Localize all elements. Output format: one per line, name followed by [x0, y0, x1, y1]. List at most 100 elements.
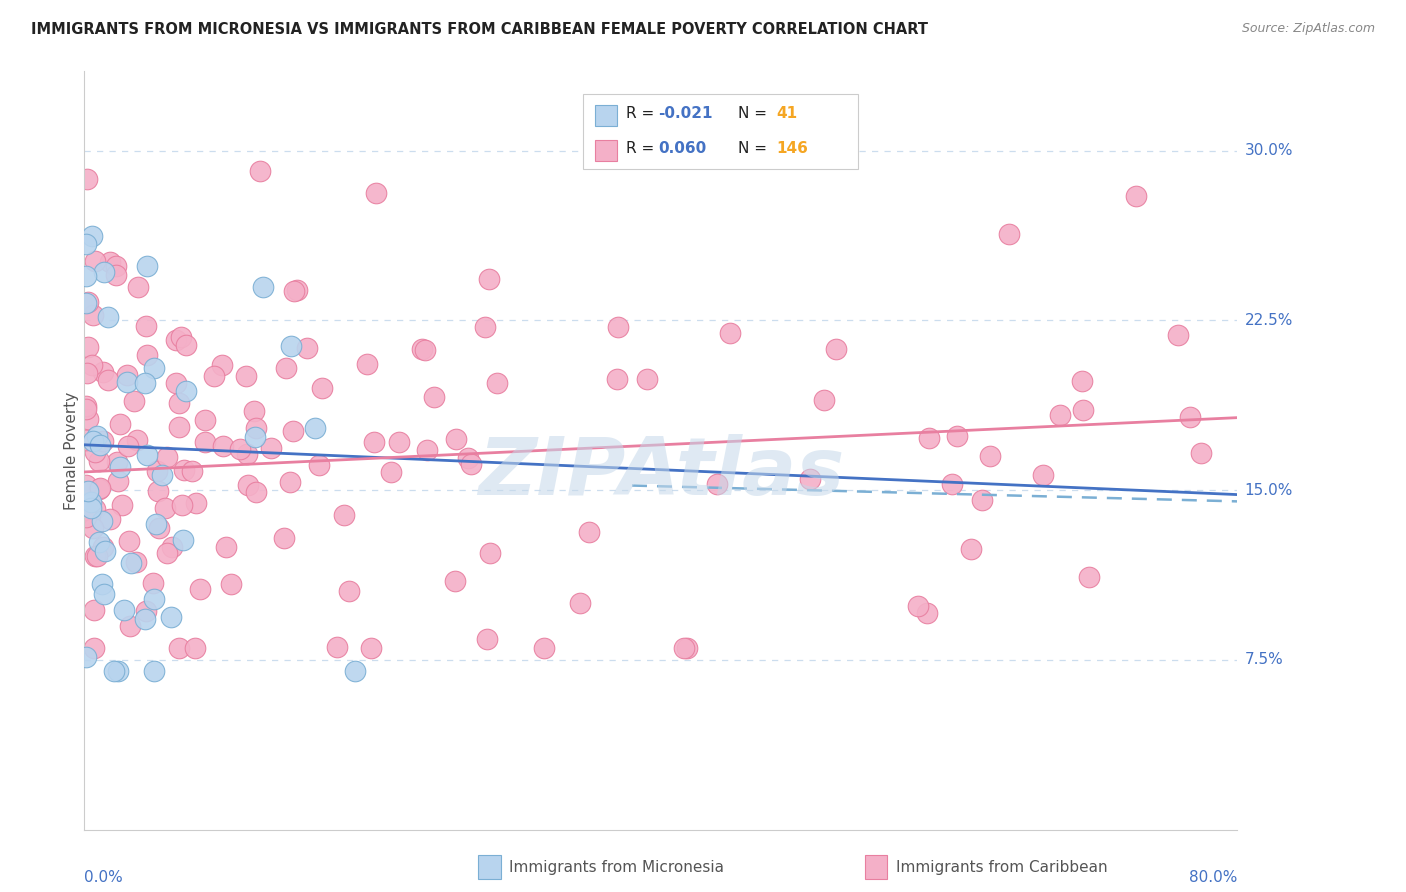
Point: [479, 545, 502, 559]
Point: [82, 434, 104, 449]
Text: 0.0%: 0.0%: [84, 871, 124, 885]
Point: [156, 450, 179, 464]
Point: [75, 296, 97, 310]
Point: [160, 609, 183, 624]
Text: N =: N =: [738, 106, 768, 120]
Point: [607, 320, 630, 334]
Point: [249, 164, 271, 178]
Point: [75, 503, 97, 517]
Point: [413, 343, 436, 357]
Point: [77, 483, 100, 498]
Point: [718, 326, 741, 340]
Point: [813, 392, 835, 407]
Point: [181, 464, 204, 478]
Point: [356, 358, 378, 372]
Point: [117, 439, 139, 453]
Point: [706, 477, 728, 491]
Point: [136, 348, 159, 362]
Point: [82, 229, 104, 244]
Point: [1189, 445, 1212, 459]
Point: [94, 544, 117, 558]
Point: [135, 319, 157, 334]
Point: [104, 259, 127, 273]
Point: [91, 364, 114, 378]
Point: [215, 540, 238, 554]
Point: [219, 577, 242, 591]
Point: [235, 369, 257, 384]
Point: [941, 477, 963, 491]
Point: [1125, 189, 1147, 203]
Point: [533, 641, 555, 656]
Point: [825, 342, 848, 356]
Point: [143, 664, 166, 678]
Text: 30.0%: 30.0%: [1244, 143, 1294, 158]
Point: [252, 280, 274, 294]
Point: [76, 366, 98, 380]
Point: [907, 599, 929, 613]
Point: [82, 521, 104, 535]
Point: [979, 449, 1001, 463]
Point: [477, 632, 499, 646]
Point: [87, 453, 110, 467]
Text: R =: R =: [626, 106, 659, 120]
Point: [173, 462, 195, 476]
Point: [333, 508, 356, 523]
Text: N =: N =: [738, 142, 768, 156]
Point: [276, 360, 298, 375]
Point: [165, 333, 187, 347]
Point: [281, 424, 304, 438]
Point: [474, 319, 496, 334]
Text: 22.5%: 22.5%: [1244, 313, 1294, 328]
Text: 15.0%: 15.0%: [1244, 483, 1294, 498]
Point: [97, 373, 120, 387]
Point: [150, 468, 173, 483]
Point: [364, 186, 387, 201]
Point: [83, 603, 105, 617]
Point: [75, 402, 97, 417]
Point: [280, 339, 302, 353]
Text: 41: 41: [776, 106, 797, 120]
Point: [443, 574, 465, 588]
Point: [172, 533, 194, 547]
Point: [75, 433, 97, 447]
Point: [259, 441, 281, 455]
Point: [673, 641, 696, 656]
Point: [115, 368, 138, 382]
Text: Immigrants from Micronesia: Immigrants from Micronesia: [509, 860, 724, 874]
Point: [75, 649, 97, 664]
Point: [91, 540, 114, 554]
Point: [278, 475, 301, 490]
Point: [91, 577, 114, 591]
Point: [970, 493, 993, 508]
Point: [156, 546, 179, 560]
Point: [82, 358, 104, 372]
Point: [84, 502, 107, 516]
Point: [1070, 375, 1092, 389]
Point: [122, 393, 145, 408]
Point: [146, 464, 169, 478]
Point: [75, 510, 97, 524]
Point: [145, 516, 167, 531]
Point: [326, 640, 349, 655]
Point: [75, 236, 97, 251]
Point: [86, 429, 108, 443]
Point: [77, 412, 100, 426]
Point: [91, 514, 114, 528]
Point: [165, 376, 187, 391]
Text: Immigrants from Caribbean: Immigrants from Caribbean: [896, 860, 1108, 874]
Point: [76, 172, 98, 186]
Point: [80, 500, 103, 515]
Point: [107, 664, 129, 678]
Point: [75, 399, 97, 413]
Point: [110, 417, 132, 432]
Point: [1178, 409, 1201, 424]
Point: [120, 618, 142, 632]
Point: [142, 576, 165, 591]
Text: 0.060: 0.060: [658, 142, 706, 156]
Point: [97, 310, 120, 325]
Point: [946, 429, 969, 443]
Point: [76, 340, 98, 354]
Point: [84, 549, 107, 564]
Point: [194, 435, 217, 450]
Point: [172, 498, 194, 512]
